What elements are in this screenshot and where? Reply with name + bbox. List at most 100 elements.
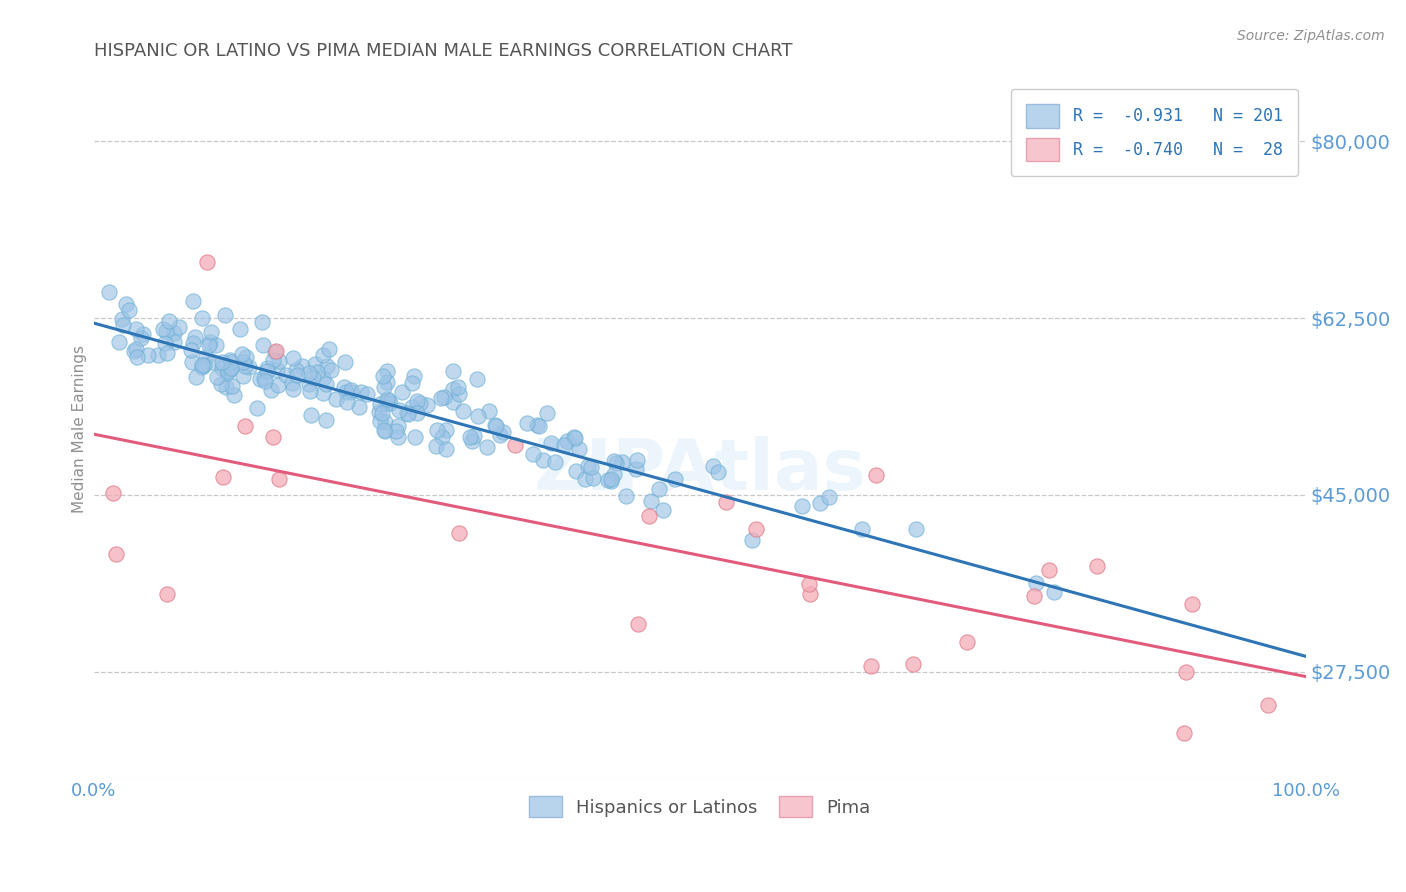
Point bbox=[401, 400, 423, 414]
Point bbox=[285, 368, 308, 382]
Point bbox=[624, 462, 647, 476]
Point bbox=[371, 406, 394, 420]
Y-axis label: Median Male Earnings: Median Male Earnings bbox=[72, 345, 87, 513]
Point bbox=[702, 458, 724, 473]
Point bbox=[599, 473, 621, 487]
Point bbox=[163, 334, 186, 349]
Point bbox=[1257, 698, 1279, 712]
Point bbox=[387, 430, 409, 444]
Point bbox=[193, 359, 215, 373]
Point bbox=[1174, 665, 1197, 679]
Point bbox=[333, 355, 356, 369]
Point bbox=[368, 414, 391, 428]
Point bbox=[183, 330, 205, 344]
Point bbox=[235, 350, 257, 364]
Point bbox=[638, 508, 661, 523]
Point bbox=[163, 326, 186, 341]
Point bbox=[312, 386, 335, 401]
Point bbox=[492, 425, 515, 440]
Point bbox=[664, 472, 686, 486]
Point bbox=[467, 409, 489, 424]
Point bbox=[799, 577, 821, 591]
Point bbox=[1043, 585, 1066, 599]
Point bbox=[115, 297, 138, 311]
Point bbox=[405, 394, 427, 409]
Point bbox=[118, 302, 141, 317]
Point bbox=[340, 383, 363, 397]
Point bbox=[433, 390, 456, 404]
Point bbox=[406, 406, 429, 420]
Point bbox=[335, 384, 357, 399]
Point bbox=[238, 359, 260, 374]
Point bbox=[463, 429, 485, 443]
Point bbox=[215, 380, 238, 394]
Point bbox=[522, 447, 544, 461]
Point bbox=[136, 348, 159, 362]
Point bbox=[299, 408, 322, 422]
Point bbox=[325, 392, 347, 406]
Point bbox=[249, 372, 271, 386]
Point bbox=[859, 658, 882, 673]
Point bbox=[262, 430, 284, 444]
Point bbox=[368, 397, 391, 411]
Point bbox=[648, 482, 671, 496]
Point bbox=[1038, 563, 1060, 577]
Point bbox=[574, 472, 596, 486]
Point bbox=[291, 359, 314, 373]
Point bbox=[315, 377, 337, 392]
Point bbox=[441, 395, 464, 409]
Point bbox=[180, 355, 202, 369]
Point bbox=[579, 459, 602, 474]
Point bbox=[232, 355, 254, 369]
Point bbox=[503, 438, 526, 452]
Point bbox=[269, 354, 291, 368]
Point bbox=[555, 434, 578, 448]
Point bbox=[905, 522, 928, 536]
Point bbox=[221, 378, 243, 392]
Point bbox=[157, 314, 180, 328]
Point bbox=[402, 368, 425, 383]
Point bbox=[790, 500, 813, 514]
Point bbox=[321, 362, 343, 376]
Point bbox=[219, 361, 242, 376]
Point bbox=[197, 338, 219, 352]
Point bbox=[553, 438, 575, 452]
Point bbox=[626, 453, 648, 467]
Point bbox=[596, 473, 619, 487]
Point bbox=[576, 459, 599, 474]
Point bbox=[627, 617, 650, 632]
Point bbox=[200, 325, 222, 339]
Point bbox=[461, 434, 484, 449]
Point bbox=[304, 357, 326, 371]
Text: Source: ZipAtlas.com: Source: ZipAtlas.com bbox=[1237, 29, 1385, 43]
Point bbox=[707, 465, 730, 479]
Point bbox=[955, 635, 977, 649]
Point bbox=[298, 366, 321, 380]
Point bbox=[260, 383, 283, 397]
Point bbox=[211, 361, 233, 376]
Point bbox=[211, 354, 233, 368]
Point bbox=[485, 419, 508, 434]
Point bbox=[283, 351, 305, 365]
Point bbox=[377, 392, 399, 407]
Point bbox=[371, 368, 394, 383]
Point bbox=[478, 404, 501, 418]
Point bbox=[429, 391, 451, 405]
Point bbox=[252, 338, 274, 352]
Point bbox=[256, 360, 278, 375]
Point bbox=[274, 368, 297, 383]
Point bbox=[312, 371, 335, 385]
Point bbox=[340, 384, 363, 399]
Point bbox=[347, 400, 370, 414]
Point bbox=[374, 424, 396, 438]
Point bbox=[714, 495, 737, 509]
Point bbox=[218, 352, 240, 367]
Point bbox=[146, 348, 169, 362]
Point bbox=[124, 343, 146, 357]
Point bbox=[235, 359, 257, 373]
Point bbox=[267, 377, 290, 392]
Point bbox=[214, 308, 236, 322]
Point bbox=[217, 364, 239, 378]
Point bbox=[489, 428, 512, 442]
Point bbox=[262, 352, 284, 367]
